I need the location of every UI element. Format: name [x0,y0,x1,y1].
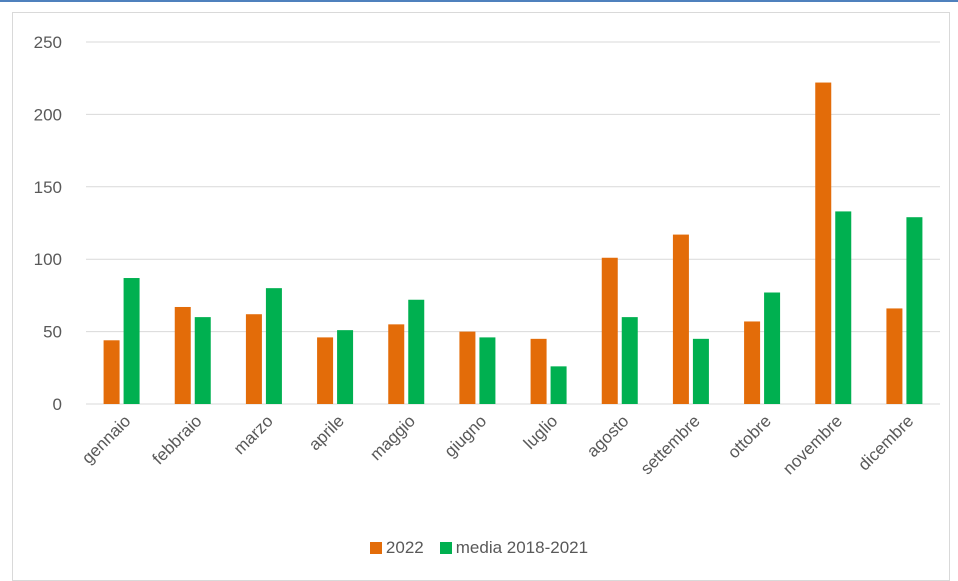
x-tick-label-dicembre: dicembre [854,411,917,474]
x-tick-label-luglio: luglio [520,411,562,453]
x-tick-label-novembre: novembre [779,411,846,478]
y-tick-label-250: 250 [34,33,62,52]
bar-media-settembre [692,338,709,404]
legend-item-2022: 2022 [369,538,424,558]
bar-2022-giugno [459,331,476,404]
x-tick-label-aprile: aprile [305,411,348,454]
x-tick-label-giugno: giugno [441,411,491,461]
bar-2022-maggio [388,324,405,404]
x-tick-label-ottobre: ottobre [724,411,775,462]
bar-media-novembre [835,211,852,404]
bar-2022-dicembre [886,308,903,404]
bar-media-agosto [621,317,638,404]
y-tick-label-50: 50 [43,323,62,342]
bar-media-giugno [479,337,496,404]
bar-media-febbraio [194,317,211,404]
legend-label-media: media 2018-2021 [455,538,589,557]
bar-2022-settembre [672,234,689,404]
legend-label-2022: 2022 [385,538,424,557]
y-tick-label-200: 200 [34,105,62,124]
bar-2022-marzo [245,314,262,404]
x-tick-label-maggio: maggio [366,411,419,464]
bar-media-ottobre [764,292,781,404]
bar-2022-luglio [530,338,547,404]
legend-item-media: media 2018-2021 [439,538,589,558]
bar-media-luglio [550,366,567,404]
bar-2022-novembre [815,82,832,404]
bar-media-gennaio [123,278,140,404]
bar-chart: 0 50 100 150 200 250 gennaio febbraio marzo april… [34,33,940,478]
bar-2022-aprile [317,337,334,404]
x-tick-label-febbraio: febbraio [149,411,206,468]
y-tick-label-100: 100 [34,250,62,269]
bar-2022-gennaio [103,340,120,404]
bar-2022-febbraio [174,306,191,404]
x-tick-label-gennaio: gennaio [78,411,134,467]
bar-2022-agosto [601,257,618,404]
bar-media-maggio [408,299,425,404]
y-tick-label-150: 150 [34,178,62,197]
chart-frame [12,12,950,581]
x-tick-label-settembre: settembre [637,411,704,478]
legend: 2022 media 2018-2021 [0,538,958,558]
bar-media-dicembre [906,217,923,404]
top-border-line [0,0,958,2]
bar-media-marzo [265,288,282,404]
y-tick-label-0: 0 [53,395,62,414]
bar-2022-ottobre [744,321,761,404]
x-tick-label-agosto: agosto [583,411,633,461]
legend-swatch-media [439,542,452,554]
x-tick-label-marzo: marzo [230,411,277,458]
bar-media-aprile [337,330,354,404]
legend-swatch-2022 [369,542,382,554]
